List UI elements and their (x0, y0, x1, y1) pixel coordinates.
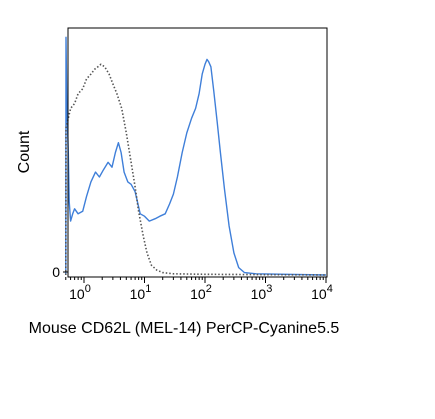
y-axis-title: Count (16, 130, 33, 173)
y-tick-label: 0 (52, 264, 60, 280)
x-tick-label: 101 (130, 283, 152, 302)
series-line-solid (65, 36, 327, 276)
plot-frame (67, 27, 328, 278)
x-tick-label: 102 (190, 283, 212, 302)
x-tick-label: 103 (251, 283, 273, 302)
x-tick-label: 100 (69, 283, 91, 302)
x-tick-label: 104 (311, 283, 333, 302)
x-ticks: 100 101 102 103 104 (65, 277, 333, 302)
series-line-dotted (65, 63, 327, 276)
y-ticks: 0 (52, 264, 68, 280)
series-layer (65, 36, 327, 276)
x-axis-title: Mouse CD62L (MEL-14) PerCP-Cyanine5.5 (29, 320, 340, 337)
